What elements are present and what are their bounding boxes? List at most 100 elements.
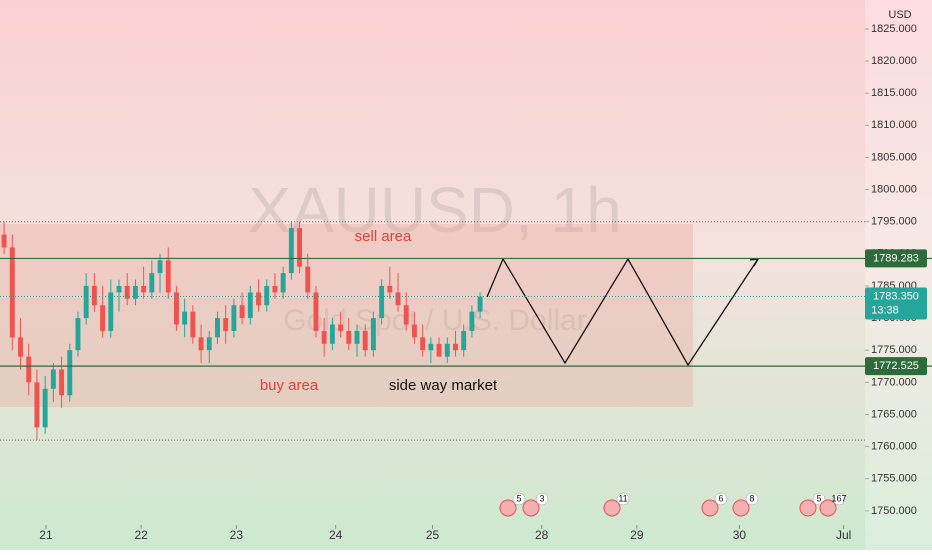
candle-body (59, 369, 65, 396)
candle-body (379, 285, 385, 319)
level-tag (865, 357, 927, 376)
candle-body (477, 296, 483, 312)
x-tick-label: 30 (733, 528, 747, 542)
currency: USD (888, 9, 911, 21)
event-icon[interactable] (819, 499, 837, 517)
candle-body (198, 337, 204, 351)
candle-body (461, 330, 467, 351)
candle-body (370, 318, 376, 351)
event-count: 6 (718, 493, 723, 503)
candle-body (231, 305, 237, 331)
candle-body (469, 311, 475, 331)
event-count: 8 (749, 493, 754, 503)
x-tick-label: 29 (630, 528, 644, 542)
event-icon[interactable] (701, 499, 719, 517)
candle-body (206, 337, 212, 351)
last-price-label: 1783.350 (873, 290, 919, 302)
candle-body (436, 343, 442, 357)
candle-body (305, 266, 311, 293)
event-icon[interactable] (799, 499, 817, 517)
candle-body (108, 292, 114, 331)
candle-body (116, 285, 122, 293)
candle-body (346, 330, 352, 344)
plot (0, 28, 869, 529)
event-count: 167 (831, 493, 846, 503)
candle-body (182, 311, 188, 325)
candle-body (403, 305, 409, 325)
event-badge (745, 492, 759, 506)
buy-area-label: buy area (260, 377, 319, 394)
candle-body (411, 324, 417, 338)
candle-body (288, 228, 294, 274)
event-badge (512, 492, 526, 506)
event-badge (616, 492, 630, 506)
candle-body (239, 305, 245, 319)
candle-body (297, 228, 303, 267)
event-badge (535, 492, 549, 506)
price-axis (865, 0, 932, 550)
countdown: 13:38 (871, 304, 899, 316)
candle-body (272, 285, 278, 293)
x-tick-label: 23 (230, 528, 244, 542)
candle-body (420, 337, 426, 351)
candle-body (18, 337, 23, 357)
sell-area-label: sell area (355, 228, 412, 245)
candle-body (100, 305, 106, 331)
level-tag (865, 249, 927, 268)
range-box (0, 224, 693, 407)
y-tick-label: 1810.000 (871, 119, 917, 131)
candle-body (165, 260, 171, 293)
y-tick-label: 1760.000 (871, 441, 917, 453)
candle-body (453, 343, 458, 351)
candle-body (26, 356, 32, 383)
candle-body (157, 260, 163, 274)
y-tick-label: 1820.000 (871, 55, 917, 67)
level-tag-label: 1772.525 (873, 360, 919, 372)
event-icon[interactable] (522, 499, 540, 517)
candle-body (141, 285, 147, 293)
y-tick-label: 1755.000 (871, 473, 917, 485)
y-tick-label: 1815.000 (871, 87, 917, 99)
candle-body (362, 330, 368, 351)
candle-body (395, 292, 401, 306)
candle-body (387, 285, 393, 293)
candle-body (124, 285, 130, 299)
event-icon[interactable] (603, 499, 621, 517)
candle-body (67, 350, 73, 396)
zigzag-projection (486, 257, 759, 367)
candle-body (444, 343, 450, 357)
candle-body (149, 273, 155, 293)
candle-body (280, 273, 286, 293)
candle-body (354, 330, 360, 344)
x-tick-label: 21 (39, 528, 53, 542)
y-tick-label: 1770.000 (871, 376, 917, 388)
candle-body (223, 318, 229, 331)
event-badge (714, 492, 728, 506)
y-tick-label: 1825.000 (871, 23, 917, 35)
event-count: 5 (516, 493, 521, 503)
candle-body (215, 318, 220, 338)
candle-body (321, 330, 327, 344)
y-tick-label: 1795.000 (871, 216, 917, 228)
event-icon[interactable] (499, 499, 517, 517)
candle-body (264, 285, 270, 306)
x-tick-label: 28 (535, 528, 549, 542)
last-price-tag (865, 287, 927, 320)
candle-body (75, 318, 81, 351)
event-icon[interactable] (732, 499, 750, 517)
candle-body (256, 292, 261, 306)
candle-body (338, 324, 344, 331)
watermark-title: XAUUSD, 1h (248, 174, 621, 246)
candle-body (42, 388, 48, 428)
y-tick-label: 1775.000 (871, 344, 917, 356)
candle-body (9, 247, 15, 338)
candle-body (50, 369, 56, 389)
candle-body (34, 382, 40, 428)
candle-body (132, 285, 138, 299)
event-count: 11 (618, 493, 627, 503)
overlay: 1750.000 1755.000 1760.000 1765.000 1770.000… (0, 23, 932, 542)
candle-body (190, 311, 196, 338)
event-badge (832, 492, 846, 506)
